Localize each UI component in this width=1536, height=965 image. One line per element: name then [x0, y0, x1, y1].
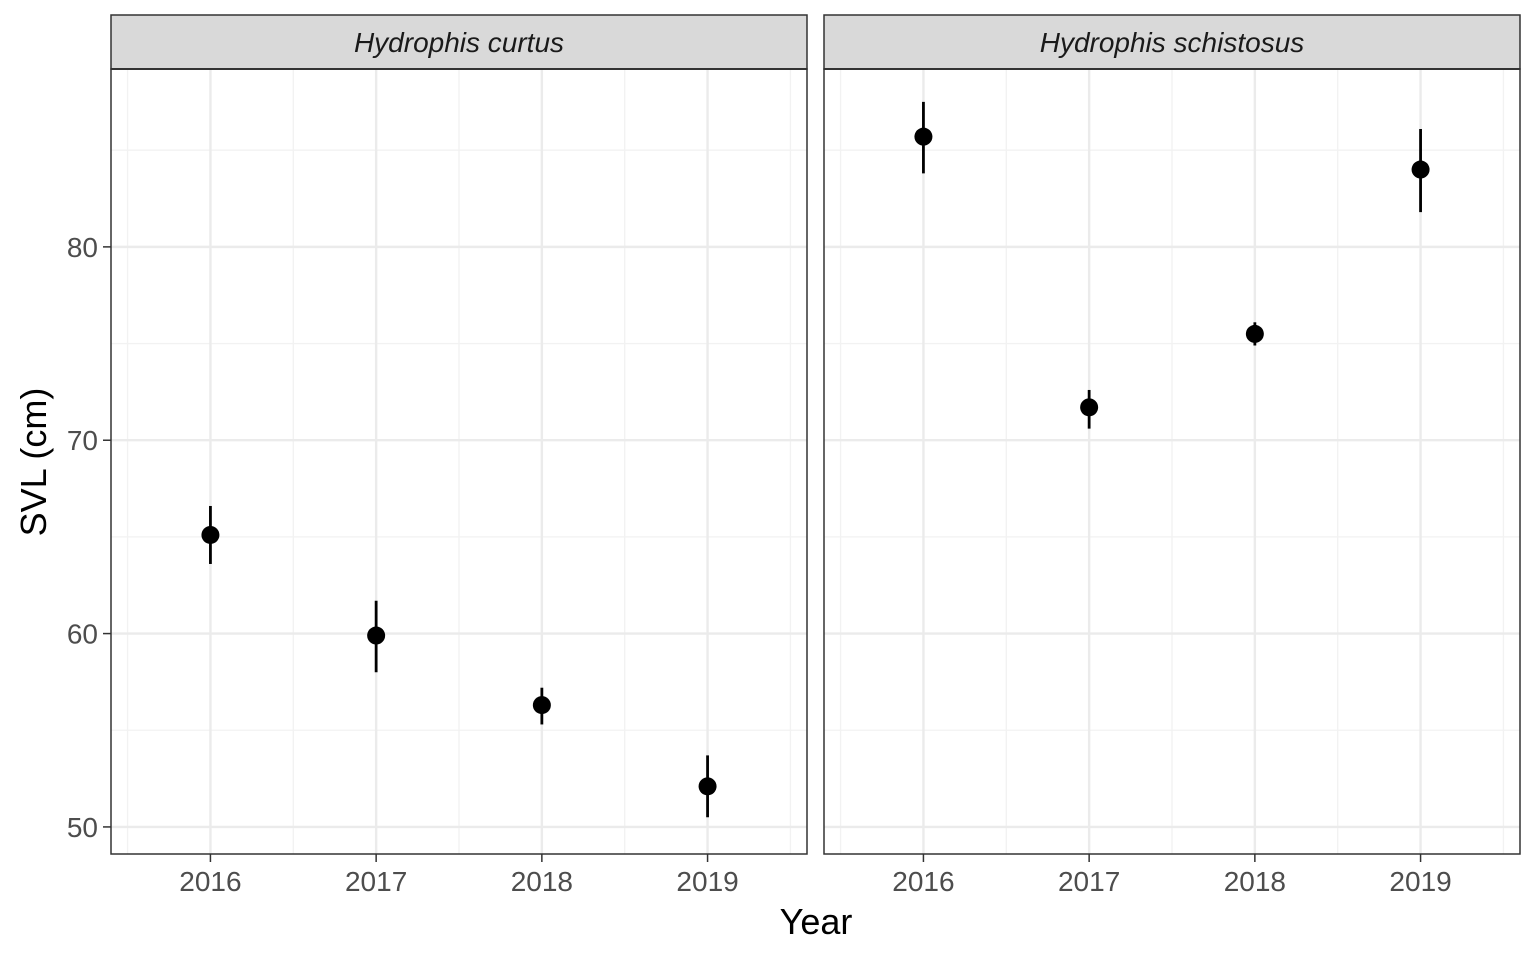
data-point — [698, 777, 717, 796]
x-tick-label: 2018 — [511, 866, 573, 897]
x-tick-label: 2018 — [1224, 866, 1286, 897]
panel-2: Hydrophis schistosus 2016 2017 2018 2019 — [823, 14, 1521, 897]
data-point — [201, 525, 220, 544]
panel-1: Hydrophis curtus 2016 2017 2018 2019 — [110, 14, 808, 897]
x-tick-label: 2019 — [676, 866, 738, 897]
x-tick-label: 2017 — [345, 866, 407, 897]
y-tick-label: 50 — [67, 812, 98, 843]
x-tick-label: 2017 — [1058, 866, 1120, 897]
y-tick-label: 80 — [67, 232, 98, 263]
x-tick-label: 2019 — [1389, 866, 1451, 897]
y-tick-label: 60 — [67, 619, 98, 650]
x-axis-title: Year — [780, 901, 853, 942]
facet-label: Hydrophis curtus — [354, 27, 564, 58]
facet-label: Hydrophis schistosus — [1040, 27, 1305, 58]
facet-strip — [110, 14, 808, 70]
data-point — [1245, 324, 1264, 343]
data-point — [532, 696, 551, 715]
x-tick-label: 2016 — [179, 866, 241, 897]
y-axis: 50 60 70 80 — [67, 232, 111, 843]
x-tick-label: 2016 — [892, 866, 954, 897]
data-point — [914, 127, 933, 146]
data-point — [367, 626, 386, 645]
y-tick-label: 70 — [67, 425, 98, 456]
data-point — [1080, 398, 1099, 417]
data-point — [1411, 160, 1430, 179]
y-axis-title: SVL (cm) — [13, 388, 54, 537]
